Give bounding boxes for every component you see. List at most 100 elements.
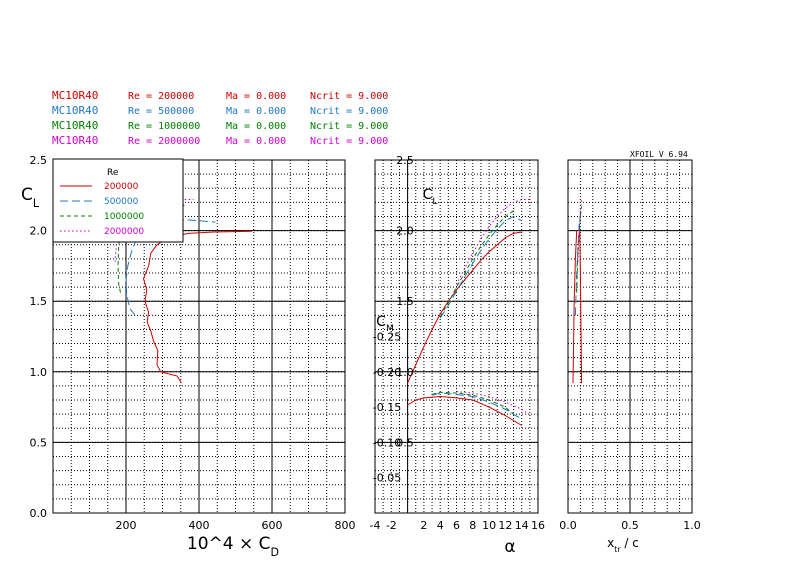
axis-title-main: C bbox=[423, 187, 433, 203]
series-line bbox=[431, 391, 514, 415]
cd-axis-title: 10^4 × CD bbox=[187, 534, 279, 559]
cm-axis-title: CM bbox=[376, 314, 394, 334]
legend-label: 500000 bbox=[104, 197, 139, 207]
xfoil-version: XFOIL V 6.94 bbox=[630, 150, 688, 159]
reynolds-value: Re = 200000 bbox=[128, 91, 194, 102]
y-tick-label: 1.5 bbox=[30, 295, 48, 308]
legend-entry-1: 500000 bbox=[60, 197, 139, 207]
legend-title: Re bbox=[107, 168, 119, 178]
x-tick-label: 6 bbox=[453, 519, 460, 532]
x-tick-label: 600 bbox=[262, 519, 283, 532]
axis-title-sub: tr bbox=[614, 545, 621, 554]
moment-curve-series bbox=[407, 391, 531, 426]
legend-label: 200000 bbox=[104, 182, 139, 192]
mach-value: Ma = 0.000 bbox=[226, 106, 286, 117]
legend-entry-2: 1000000 bbox=[60, 212, 144, 222]
run-header: MC10R40 Re = 200000 Ma = 0.000 Ncrit = 9… bbox=[52, 89, 388, 147]
x-tick-label: 200 bbox=[116, 519, 137, 532]
x-tick-label: 16 bbox=[531, 519, 545, 532]
x-tick-label: 0.0 bbox=[559, 519, 577, 532]
cm-tick-label: -0.10 bbox=[373, 436, 401, 449]
legend-entry-3: 2000000 bbox=[60, 227, 144, 237]
x-tick-label: 2 bbox=[420, 519, 427, 532]
x-tick-label: 8 bbox=[469, 519, 476, 532]
cm-tick-label: -0.25 bbox=[373, 331, 401, 344]
x-tick-label: 400 bbox=[189, 519, 210, 532]
axis-title-main: C bbox=[21, 185, 33, 205]
axis-title-main: 10^4 × C bbox=[187, 534, 271, 554]
plot-frame bbox=[52, 159, 346, 514]
ncrit-value: Ncrit = 9.000 bbox=[310, 106, 388, 117]
airfoil-name: MC10R40 bbox=[52, 119, 98, 132]
series-line bbox=[439, 210, 514, 317]
cl-axis-title: CL bbox=[21, 185, 40, 210]
x-tick-label: 12 bbox=[498, 519, 512, 532]
ncrit-value: Ncrit = 9.000 bbox=[310, 121, 388, 132]
header-row-0: MC10R40 Re = 200000 Ma = 0.000 Ncrit = 9… bbox=[52, 89, 388, 102]
series-line bbox=[456, 391, 531, 416]
series-line bbox=[579, 230, 583, 384]
reynolds-value: Re = 500000 bbox=[128, 106, 194, 117]
y-tick-label: 1.5 bbox=[396, 295, 414, 308]
cm-tick-label: -0.15 bbox=[373, 401, 401, 414]
series-line bbox=[407, 395, 522, 426]
lift-curve-series bbox=[407, 199, 530, 384]
legend-label: 2000000 bbox=[104, 227, 144, 237]
x-tick-label: -2 bbox=[386, 519, 397, 532]
x-tick-label: 1.0 bbox=[683, 519, 701, 532]
xtr-axis-title: xtr / c bbox=[607, 536, 639, 554]
axis-title-main: C bbox=[376, 314, 386, 330]
x-tick-label: -4 bbox=[370, 519, 381, 532]
alpha-axis-title: α bbox=[504, 537, 515, 557]
mach-value: Ma = 0.000 bbox=[226, 136, 286, 147]
y-tick-label: 2.0 bbox=[30, 225, 48, 238]
y-tick-label: 2.0 bbox=[396, 225, 414, 238]
axis-title-main: x bbox=[607, 536, 614, 550]
header-row-2: MC10R40 Re = 1000000 Ma = 0.000 Ncrit = … bbox=[52, 119, 388, 132]
axis-title-rest: / c bbox=[621, 536, 639, 550]
y-tick-label: 0.0 bbox=[30, 507, 48, 520]
series-line bbox=[576, 206, 583, 293]
mach-value: Ma = 0.000 bbox=[226, 121, 286, 132]
axis-title-sub: L bbox=[33, 197, 40, 210]
legend-label: 1000000 bbox=[104, 212, 144, 222]
series-line bbox=[456, 199, 530, 285]
y-tick-label: 2.5 bbox=[396, 154, 414, 167]
reynolds-value: Re = 2000000 bbox=[128, 136, 200, 147]
cm-tick-label: -0.20 bbox=[373, 366, 401, 379]
x-tick-label: 4 bbox=[437, 519, 444, 532]
x-tick-label: 800 bbox=[335, 519, 356, 532]
airfoil-name: MC10R40 bbox=[52, 89, 98, 102]
airfoil-name: MC10R40 bbox=[52, 104, 98, 117]
axis-title-sub: M bbox=[386, 324, 394, 334]
legend-entry-0: 200000 bbox=[60, 182, 139, 192]
ncrit-value: Ncrit = 9.000 bbox=[310, 91, 388, 102]
mach-value: Ma = 0.000 bbox=[226, 91, 286, 102]
series-line bbox=[431, 392, 522, 420]
y-tick-label: 1.0 bbox=[396, 366, 414, 379]
x-tick-label: 0.5 bbox=[621, 519, 639, 532]
header-row-1: MC10R40 Re = 500000 Ma = 0.000 Ncrit = 9… bbox=[52, 104, 388, 117]
cm-tick-label: -0.05 bbox=[373, 472, 401, 485]
axis-title-sub: L bbox=[432, 197, 438, 207]
header-row-3: MC10R40 Re = 2000000 Ma = 0.000 Ncrit = … bbox=[52, 134, 388, 147]
transition-plot-grid bbox=[567, 159, 693, 514]
axis-title-sub: D bbox=[271, 546, 280, 559]
x-tick-label: 14 bbox=[515, 519, 529, 532]
transition-series bbox=[572, 199, 583, 384]
series-line bbox=[407, 231, 522, 384]
reynolds-value: Re = 1000000 bbox=[128, 121, 200, 132]
series-line bbox=[572, 230, 578, 384]
series-line bbox=[439, 215, 522, 319]
y-tick-label: 2.5 bbox=[30, 154, 48, 167]
x-tick-label: 10 bbox=[482, 519, 496, 532]
plot-frame bbox=[567, 159, 693, 514]
plot-frame bbox=[374, 159, 539, 514]
alpha-plot-grid bbox=[374, 159, 539, 514]
airfoil-name: MC10R40 bbox=[52, 134, 98, 147]
cl-axis-title-alpha: CL bbox=[423, 187, 439, 207]
y-tick-label: 0.5 bbox=[396, 436, 414, 449]
y-tick-label: 0.5 bbox=[30, 436, 48, 449]
ncrit-value: Ncrit = 9.000 bbox=[310, 136, 388, 147]
